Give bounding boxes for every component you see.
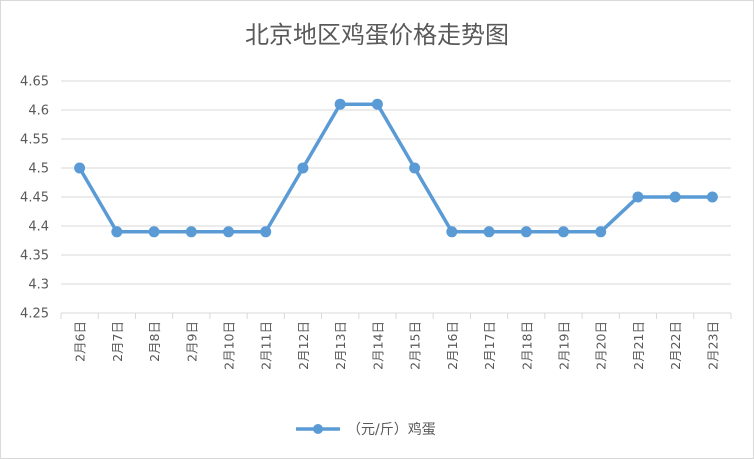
x-tick-label: 2月17日	[482, 321, 497, 370]
x-tick-label: 2月14日	[370, 321, 385, 370]
data-point	[371, 98, 383, 110]
legend-label: （元/斤）鸡蛋	[347, 421, 436, 438]
x-tick-label: 2月11日	[259, 321, 274, 370]
y-tick-label: 4.25	[20, 307, 49, 322]
data-point	[409, 162, 421, 174]
x-tick-label: 2月16日	[445, 321, 460, 370]
data-point	[632, 191, 644, 203]
x-tick-label: 2月9日	[184, 321, 199, 362]
data-point	[595, 226, 607, 238]
data-point	[520, 226, 532, 238]
x-tick-label: 2月20日	[594, 321, 609, 370]
y-tick-label: 4.6	[28, 104, 49, 119]
data-point	[148, 226, 160, 238]
y-tick-label: 4.55	[20, 133, 49, 148]
y-tick-label: 4.3	[28, 278, 49, 293]
x-tick-label: 2月18日	[519, 321, 534, 370]
data-point	[334, 98, 346, 110]
y-tick-label: 4.35	[20, 249, 49, 264]
y-tick-label: 4.5	[28, 162, 49, 177]
y-tick-label: 4.45	[20, 191, 49, 206]
y-axis: 4.25 4.3 4.35 4.4 4.45 4.5 4.55 4.6 4.65	[20, 75, 49, 322]
data-point	[223, 226, 234, 238]
x-tick-label: 2月21日	[631, 321, 646, 370]
x-tick-label: 2月12日	[296, 321, 311, 370]
data-point	[706, 191, 718, 203]
x-axis: 2月6日 2月7日 2月8日 2月9日 2月10日 2月11日 2月12日 2月13日 2月14…	[60, 313, 732, 370]
x-tick-label: 2月22日	[668, 321, 683, 370]
data-point	[260, 226, 272, 238]
data-point	[446, 226, 458, 238]
data-point	[111, 226, 123, 238]
x-tick-label: 2月8日	[147, 321, 162, 362]
x-tick-label: 2月15日	[408, 321, 423, 370]
data-point	[297, 162, 309, 174]
x-tick-label: 2月7日	[110, 321, 125, 362]
x-tick-label: 2月23日	[705, 321, 720, 370]
x-tick-label: 2月13日	[333, 321, 348, 370]
x-tick-label: 2月6日	[73, 321, 88, 362]
gridlines	[61, 80, 731, 314]
x-tick-label: 2月19日	[557, 321, 572, 370]
legend-marker	[313, 424, 323, 434]
x-tick-label: 2月10日	[222, 321, 237, 370]
data-point	[483, 226, 495, 238]
data-point	[558, 226, 569, 238]
series-egg	[74, 98, 718, 238]
y-tick-label: 4.4	[28, 220, 49, 235]
legend: （元/斤）鸡蛋	[296, 421, 436, 438]
y-tick-label: 4.65	[20, 75, 49, 90]
data-point	[74, 162, 86, 174]
chart-title: 北京地区鸡蛋价格走势图	[245, 21, 509, 49]
series-line	[78, 102, 713, 234]
data-point	[185, 226, 197, 238]
data-point	[669, 191, 681, 203]
